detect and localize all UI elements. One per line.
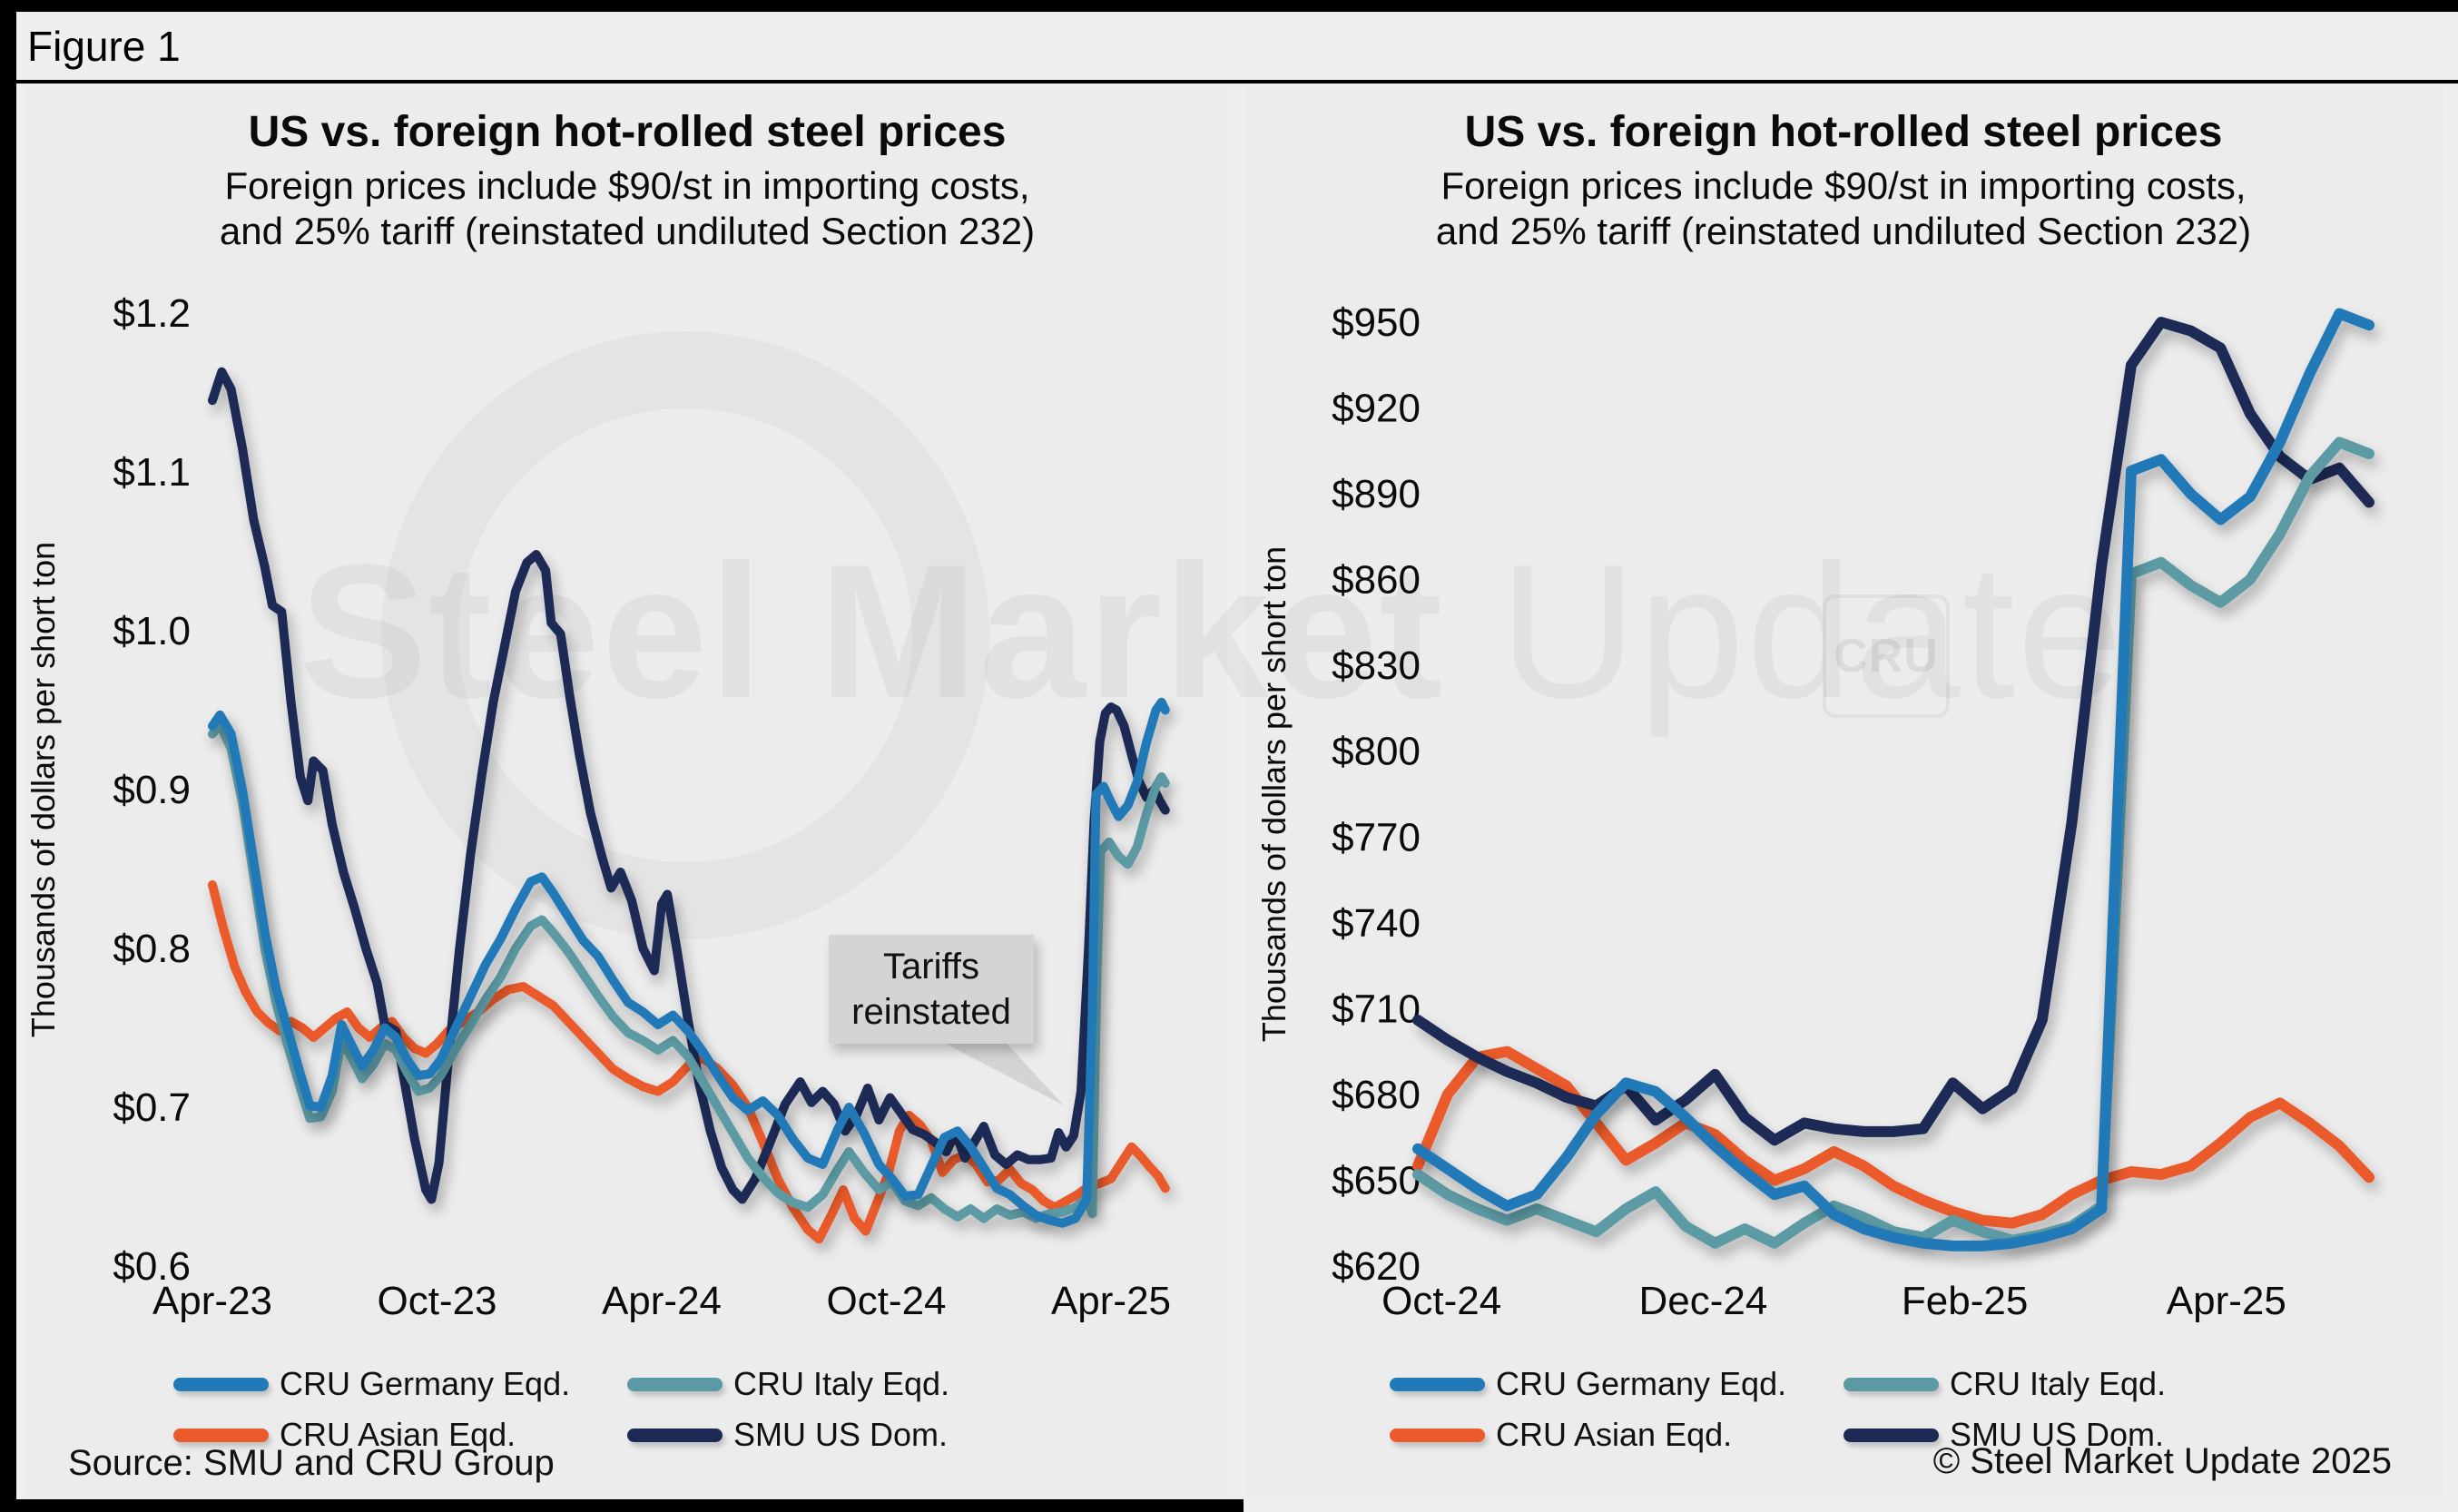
legend-label: CRU Asian Eqd. bbox=[1496, 1416, 1733, 1453]
right-chart-subtitle-line2: and 25% tariff (reinstated undiluted Sec… bbox=[1435, 209, 2252, 252]
right-chart-subtitle-line1: Foreign prices include $90/st in importi… bbox=[1440, 164, 2247, 207]
y-axis-tick-label: $0.8 bbox=[113, 927, 191, 971]
y-axis-tick-label: $920 bbox=[1332, 387, 1421, 431]
legend-item-germany: CRU Germany Eqd. bbox=[1390, 1365, 1844, 1403]
legend-item-italy: CRU Italy Eqd. bbox=[627, 1365, 1081, 1403]
series-line-germany bbox=[1412, 308, 2374, 1252]
x-axis-tick-label: Dec-24 bbox=[1638, 1279, 1767, 1323]
frame-top-bar bbox=[0, 0, 2458, 12]
x-axis-tick-label: Apr-23 bbox=[152, 1279, 272, 1323]
y-axis-tick-label: $740 bbox=[1332, 901, 1421, 946]
legend-label: CRU Italy Eqd. bbox=[733, 1365, 950, 1402]
series-line-smu bbox=[1412, 317, 2374, 1146]
legend-swatch-asian bbox=[1390, 1428, 1485, 1442]
left-chart-legend: CRU Germany Eqd. CRU Italy Eqd. CRU Asian … bbox=[27, 1365, 1227, 1454]
left-chart-subtitle-line2: and 25% tariff (reinstated undiluted Sec… bbox=[219, 209, 1036, 252]
left-chart-subtitle: Foreign prices include $90/st in importi… bbox=[27, 163, 1227, 253]
legend-label: CRU Germany Eqd. bbox=[1496, 1365, 1787, 1402]
legend-row: CRU Germany Eqd. CRU Italy Eqd. bbox=[1390, 1365, 2297, 1403]
legend-item-asian: CRU Asian Eqd. bbox=[1390, 1416, 1844, 1454]
legend-item-smu: SMU US Dom. bbox=[627, 1416, 1081, 1454]
x-axis-tick-label: Apr-24 bbox=[602, 1279, 722, 1323]
series-line-germany bbox=[208, 697, 1170, 1228]
legend-row: CRU Asian Eqd. SMU US Dom. bbox=[173, 1416, 1081, 1454]
right-chart-title: US vs. foreign hot-rolled steel prices bbox=[1464, 108, 2223, 156]
frame-left-bar bbox=[0, 0, 16, 1512]
annotation-callout-pointer bbox=[921, 1031, 1064, 1105]
legend-item-asian: CRU Asian Eqd. bbox=[173, 1416, 627, 1454]
left-chart-panel: US vs. foreign hot-rolled steel prices F… bbox=[27, 87, 1227, 1496]
legend-swatch-germany bbox=[173, 1377, 269, 1391]
right-chart-panel: US vs. foreign hot-rolled steel prices F… bbox=[1245, 87, 2442, 1496]
legend-label: CRU Italy Eqd. bbox=[1950, 1365, 2167, 1402]
frame-bottom-bar bbox=[0, 1499, 1244, 1512]
y-axis-tick-label: $0.6 bbox=[113, 1244, 191, 1289]
tariffs-annotation: Tariffs reinstated bbox=[829, 935, 1034, 1044]
legend-swatch-italy bbox=[627, 1377, 723, 1391]
legend-label: CRU Asian Eqd. bbox=[280, 1416, 516, 1453]
y-axis-tick-label: $830 bbox=[1332, 643, 1421, 688]
figure-label: Figure 1 bbox=[27, 23, 181, 70]
copyright-note: © Steel Market Update 2025 bbox=[1932, 1441, 2392, 1481]
legend-swatch-asian bbox=[173, 1428, 269, 1442]
series-line-smu bbox=[208, 367, 1170, 1204]
right-chart-subtitle: Foreign prices include $90/st in importi… bbox=[1245, 163, 2442, 253]
y-axis-tick-label: $770 bbox=[1332, 815, 1421, 859]
legend-row: CRU Germany Eqd. CRU Italy Eqd. bbox=[173, 1365, 1081, 1403]
y-axis-tick-label: $800 bbox=[1332, 730, 1421, 774]
legend-item-germany: CRU Germany Eqd. bbox=[173, 1365, 627, 1403]
x-axis-tick-label: Oct-24 bbox=[826, 1279, 946, 1323]
legend-label: SMU US Dom. bbox=[1950, 1416, 2165, 1453]
legend-item-italy: CRU Italy Eqd. bbox=[1844, 1365, 2297, 1403]
legend-label: CRU Germany Eqd. bbox=[280, 1365, 571, 1402]
left-chart-title: US vs. foreign hot-rolled steel prices bbox=[248, 108, 1007, 156]
x-axis-tick-label: Oct-23 bbox=[377, 1279, 497, 1323]
series-line-asian bbox=[1412, 1046, 2374, 1229]
x-axis-tick-label: Apr-25 bbox=[1051, 1279, 1171, 1323]
y-axis-tick-label: $1.2 bbox=[113, 291, 191, 336]
source-note: Source: SMU and CRU Group bbox=[68, 1443, 555, 1483]
y-axis-title: Thousands of dollars per short ton bbox=[27, 542, 62, 1037]
legend-swatch-smu bbox=[627, 1428, 723, 1442]
legend-item-smu: SMU US Dom. bbox=[1844, 1416, 2297, 1454]
right-chart-svg: $950 $920 $890 $860 $830 $800 $770 $740 $710 $680… bbox=[1255, 300, 2374, 1323]
y-axis-tick-label: $680 bbox=[1332, 1073, 1421, 1117]
y-axis-tick-label: $890 bbox=[1332, 472, 1421, 516]
series-line-italy bbox=[208, 720, 1170, 1223]
y-axis-tick-label: $1.0 bbox=[113, 609, 191, 653]
right-chart-legend: CRU Germany Eqd. CRU Italy Eqd. CRU Asian … bbox=[1245, 1365, 2442, 1454]
y-axis-title: Thousands of dollars per short ton bbox=[1255, 546, 1293, 1042]
header-divider bbox=[16, 80, 2458, 83]
y-axis-tick-label: $0.9 bbox=[113, 768, 191, 812]
left-chart-subtitle-line1: Foreign prices include $90/st in importi… bbox=[224, 164, 1030, 207]
y-axis-tick-label: $1.1 bbox=[113, 450, 191, 495]
y-axis-tick-label: $650 bbox=[1332, 1158, 1421, 1203]
y-axis-tick-label: $620 bbox=[1332, 1244, 1421, 1289]
x-axis-tick-label: Oct-24 bbox=[1381, 1279, 1501, 1323]
legend-label: SMU US Dom. bbox=[733, 1416, 949, 1453]
y-axis-tick-label: $0.7 bbox=[113, 1085, 191, 1130]
y-axis-tick-label: $860 bbox=[1332, 558, 1421, 603]
legend-swatch-smu bbox=[1844, 1428, 1939, 1442]
x-axis-tick-label: Feb-25 bbox=[1902, 1279, 2028, 1323]
series-line-italy bbox=[1412, 437, 2374, 1249]
legend-swatch-germany bbox=[1390, 1377, 1485, 1391]
y-axis-tick-label: $710 bbox=[1332, 987, 1421, 1031]
legend-row: CRU Asian Eqd. SMU US Dom. bbox=[1390, 1416, 2297, 1454]
legend-swatch-italy bbox=[1844, 1377, 1939, 1391]
x-axis-tick-label: Apr-25 bbox=[2167, 1279, 2286, 1323]
y-axis-tick-label: $950 bbox=[1332, 300, 1421, 345]
